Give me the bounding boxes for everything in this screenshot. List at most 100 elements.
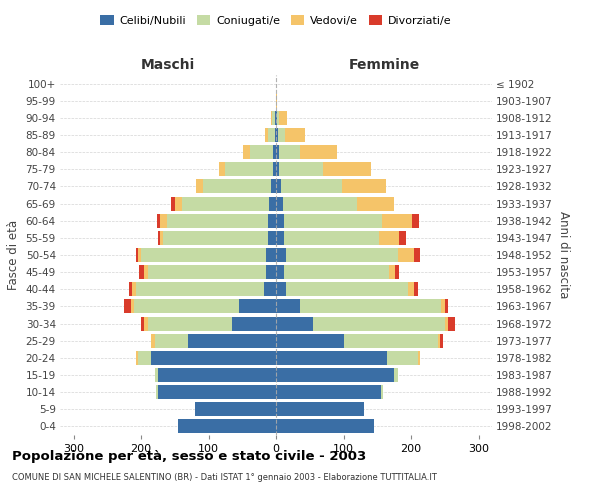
Bar: [175, 196, 182, 210]
Bar: [342, 180, 386, 194]
Bar: [268, 214, 276, 228]
Bar: [275, 111, 276, 125]
Bar: [158, 368, 276, 382]
Bar: [139, 265, 145, 279]
Y-axis label: Anni di nascita: Anni di nascita: [557, 212, 569, 298]
Bar: [407, 282, 415, 296]
Bar: [276, 334, 343, 347]
Bar: [379, 231, 399, 245]
Bar: [276, 180, 281, 194]
Bar: [438, 334, 440, 347]
Bar: [276, 316, 313, 330]
Bar: [151, 351, 276, 365]
Bar: [280, 162, 323, 176]
Bar: [155, 368, 158, 382]
Bar: [178, 420, 276, 434]
Bar: [286, 248, 398, 262]
Bar: [343, 334, 438, 347]
Bar: [272, 111, 275, 125]
Bar: [124, 300, 131, 314]
Bar: [276, 385, 380, 399]
Bar: [394, 368, 398, 382]
Bar: [131, 300, 134, 314]
Bar: [172, 196, 175, 210]
Bar: [276, 196, 283, 210]
Bar: [160, 231, 163, 245]
Bar: [313, 316, 445, 330]
Bar: [395, 265, 399, 279]
Bar: [418, 351, 420, 365]
Bar: [280, 111, 287, 125]
Bar: [132, 282, 136, 296]
Bar: [158, 231, 160, 245]
Bar: [218, 162, 226, 176]
Bar: [271, 111, 272, 125]
Bar: [226, 162, 272, 176]
Bar: [129, 282, 132, 296]
Bar: [163, 231, 268, 245]
Bar: [136, 351, 137, 365]
Bar: [232, 316, 276, 330]
Bar: [148, 316, 232, 330]
Bar: [151, 334, 155, 347]
Bar: [137, 248, 141, 262]
Bar: [412, 214, 419, 228]
Bar: [357, 196, 394, 210]
Bar: [195, 402, 276, 416]
Bar: [281, 180, 342, 194]
Bar: [276, 265, 284, 279]
Bar: [277, 111, 280, 125]
Bar: [141, 248, 266, 262]
Bar: [266, 265, 276, 279]
Bar: [272, 162, 276, 176]
Bar: [276, 94, 277, 108]
Bar: [284, 231, 379, 245]
Text: Popolazione per età, sesso e stato civile - 2003: Popolazione per età, sesso e stato civil…: [12, 450, 366, 463]
Bar: [388, 351, 418, 365]
Bar: [160, 214, 167, 228]
Bar: [283, 196, 357, 210]
Bar: [276, 214, 284, 228]
Text: Femmine: Femmine: [349, 58, 419, 71]
Bar: [323, 162, 371, 176]
Bar: [274, 145, 276, 159]
Bar: [399, 231, 406, 245]
Bar: [276, 300, 299, 314]
Bar: [264, 282, 276, 296]
Bar: [415, 248, 420, 262]
Bar: [276, 231, 284, 245]
Bar: [136, 282, 264, 296]
Bar: [156, 385, 158, 399]
Bar: [203, 180, 271, 194]
Bar: [445, 316, 448, 330]
Bar: [239, 300, 276, 314]
Bar: [265, 128, 268, 142]
Bar: [398, 248, 415, 262]
Bar: [448, 316, 455, 330]
Bar: [196, 180, 203, 194]
Bar: [285, 128, 305, 142]
Bar: [276, 402, 364, 416]
Bar: [284, 214, 382, 228]
Bar: [188, 334, 276, 347]
Bar: [415, 282, 418, 296]
Bar: [136, 248, 137, 262]
Bar: [145, 265, 148, 279]
Bar: [276, 145, 280, 159]
Bar: [299, 300, 442, 314]
Bar: [158, 385, 276, 399]
Bar: [137, 351, 151, 365]
Bar: [243, 145, 250, 159]
Text: COMUNE DI SAN MICHELE SALENTINO (BR) - Dati ISTAT 1° gennaio 2003 - Elaborazione: COMUNE DI SAN MICHELE SALENTINO (BR) - D…: [12, 472, 437, 482]
Bar: [442, 300, 445, 314]
Bar: [271, 180, 276, 194]
Bar: [148, 265, 266, 279]
Bar: [269, 196, 276, 210]
Bar: [276, 368, 394, 382]
Bar: [276, 420, 374, 434]
Bar: [280, 145, 299, 159]
Bar: [145, 316, 148, 330]
Bar: [182, 196, 269, 210]
Bar: [445, 300, 448, 314]
Bar: [276, 128, 278, 142]
